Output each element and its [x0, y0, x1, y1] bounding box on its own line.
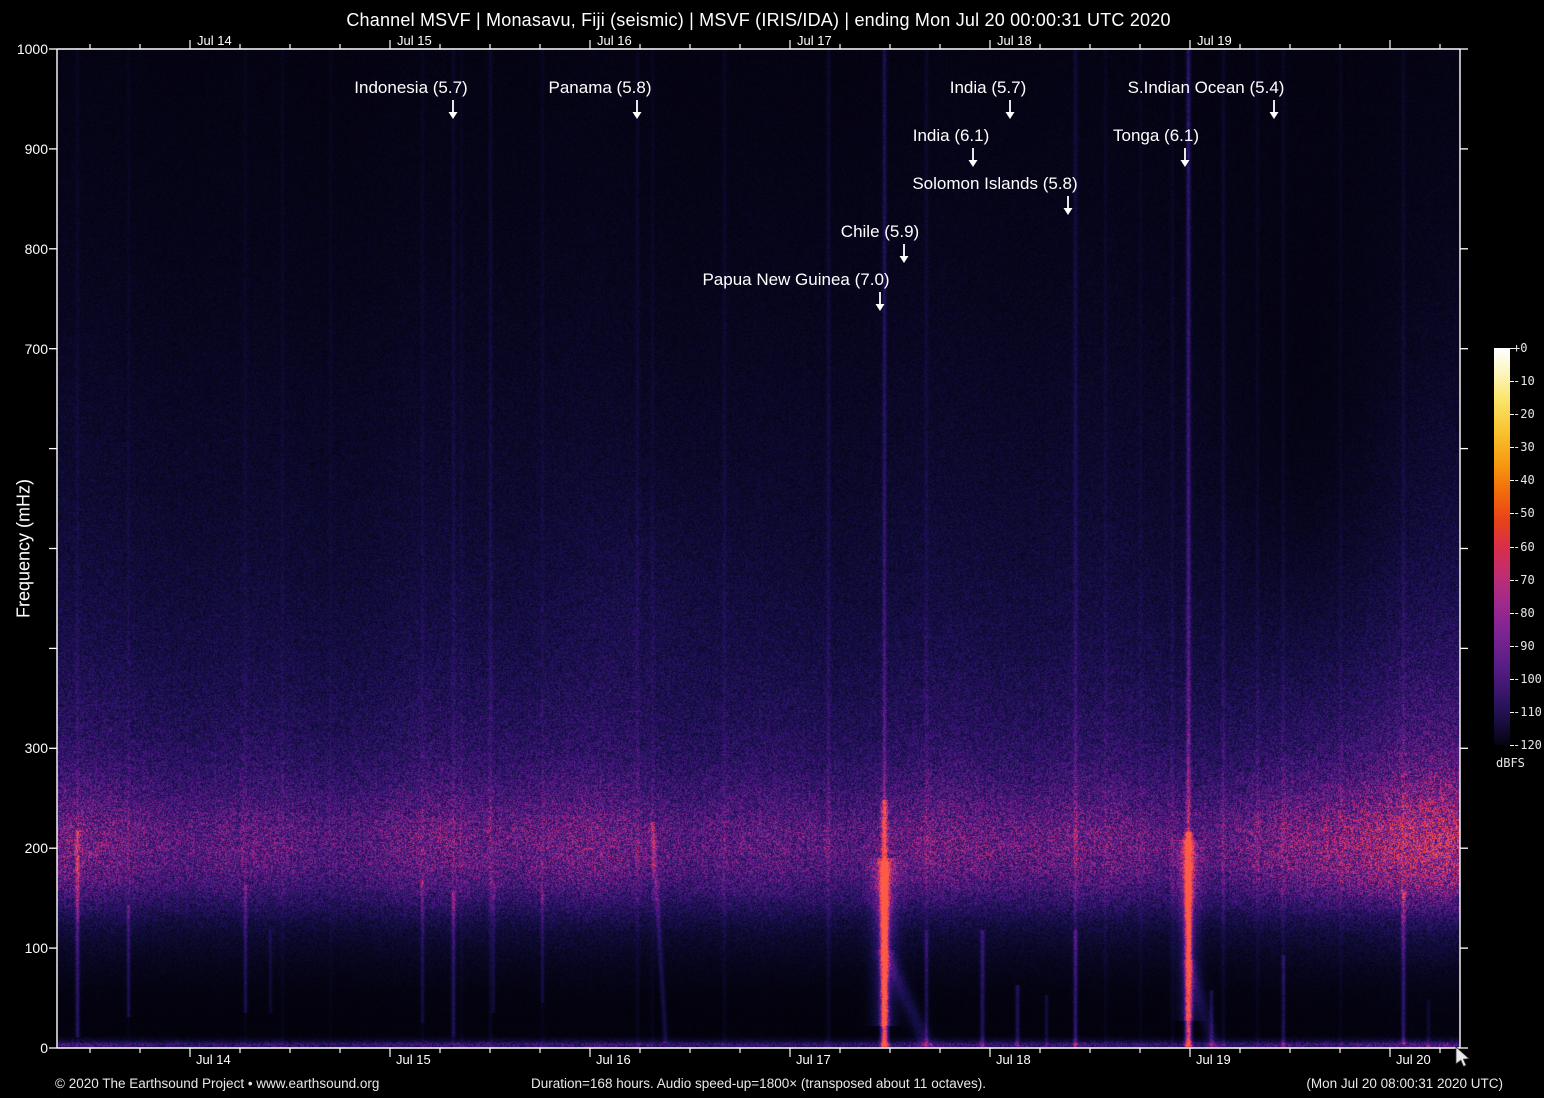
y-tick-label: 0 — [40, 1040, 48, 1056]
y-tick-label: 800 — [24, 240, 48, 257]
colorbar-tick — [1510, 381, 1514, 383]
x-tick-label-bottom: Jul 14 — [196, 1052, 231, 1067]
colorbar-tick-label: -120 — [1513, 738, 1542, 752]
colorbar-tick-label: -80 — [1513, 605, 1535, 620]
colorbar-tick-label: -20 — [1513, 407, 1535, 422]
y-axis-title: Frequency (mHz) — [13, 478, 34, 619]
spectrogram-canvas — [57, 49, 1460, 1048]
colorbar-tick — [1510, 745, 1514, 746]
colorbar-tick — [1510, 546, 1514, 548]
x-tick-label-bottom: Jul 17 — [796, 1052, 831, 1067]
x-tick-label-bottom: Jul 19 — [1196, 1052, 1231, 1067]
colorbar-tick — [1510, 612, 1514, 614]
colorbar-tick-label: -90 — [1513, 638, 1535, 653]
colorbar-gradient — [1494, 348, 1510, 745]
y-tick-label: 700 — [24, 340, 48, 357]
colorbar-tick-label: -60 — [1513, 539, 1535, 554]
colorbar-tick-label: -70 — [1513, 572, 1535, 587]
colorbar-tick-label: -40 — [1513, 473, 1535, 488]
x-tick-label-top: Jul 19 — [1197, 33, 1232, 48]
colorbar-tick — [1510, 348, 1514, 349]
colorbar-tick — [1510, 579, 1514, 581]
colorbar-tick-label: -100 — [1513, 671, 1542, 686]
colorbar-tick — [1510, 414, 1514, 416]
x-tick-label-top: Jul 16 — [597, 33, 632, 48]
mouse-cursor-icon — [1455, 1046, 1470, 1068]
colorbar-tick — [1510, 678, 1514, 680]
x-tick-label-bottom: Jul 18 — [996, 1052, 1031, 1067]
x-tick-label-bottom: Jul 20 — [1396, 1052, 1431, 1067]
colorbar-tick — [1510, 645, 1514, 647]
colorbar-tick-label: -110 — [1513, 704, 1542, 719]
x-tick-label-bottom: Jul 16 — [596, 1052, 631, 1067]
y-tick-label: 1000 — [16, 41, 48, 57]
y-tick-label: 300 — [24, 740, 48, 757]
colorbar-tick — [1510, 447, 1514, 449]
x-tick-label-top: Jul 14 — [197, 33, 232, 48]
footer-duration: Duration=168 hours. Audio speed-up=1800×… — [531, 1076, 986, 1091]
footer-render-time: (Mon Jul 20 08:00:31 2020 UTC) — [1306, 1076, 1503, 1091]
colorbar-tick-label: +0 — [1513, 341, 1528, 355]
footer-copyright: © 2020 The Earthsound Project • www.eart… — [55, 1076, 380, 1091]
x-tick-label-top: Jul 15 — [397, 33, 432, 48]
colorbar-tick-label: -10 — [1513, 374, 1535, 389]
colorbar-tick-label: -30 — [1513, 440, 1535, 455]
x-tick-label-top: Jul 18 — [997, 33, 1032, 48]
page-title: Channel MSVF | Monasavu, Fiji (seismic) … — [346, 10, 1171, 30]
colorbar-tick — [1510, 711, 1514, 713]
colorbar-tick — [1510, 513, 1514, 515]
y-tick-label: 100 — [24, 940, 48, 957]
x-tick-label-top: Jul 17 — [797, 33, 832, 48]
x-tick-label-bottom: Jul 15 — [396, 1052, 431, 1067]
y-tick-label: 900 — [24, 140, 48, 157]
colorbar-tick-label: -50 — [1513, 506, 1535, 521]
colorbar-unit-label: dBFS — [1496, 756, 1525, 770]
colorbar-tick — [1510, 480, 1514, 482]
y-tick-label: 200 — [24, 840, 48, 857]
